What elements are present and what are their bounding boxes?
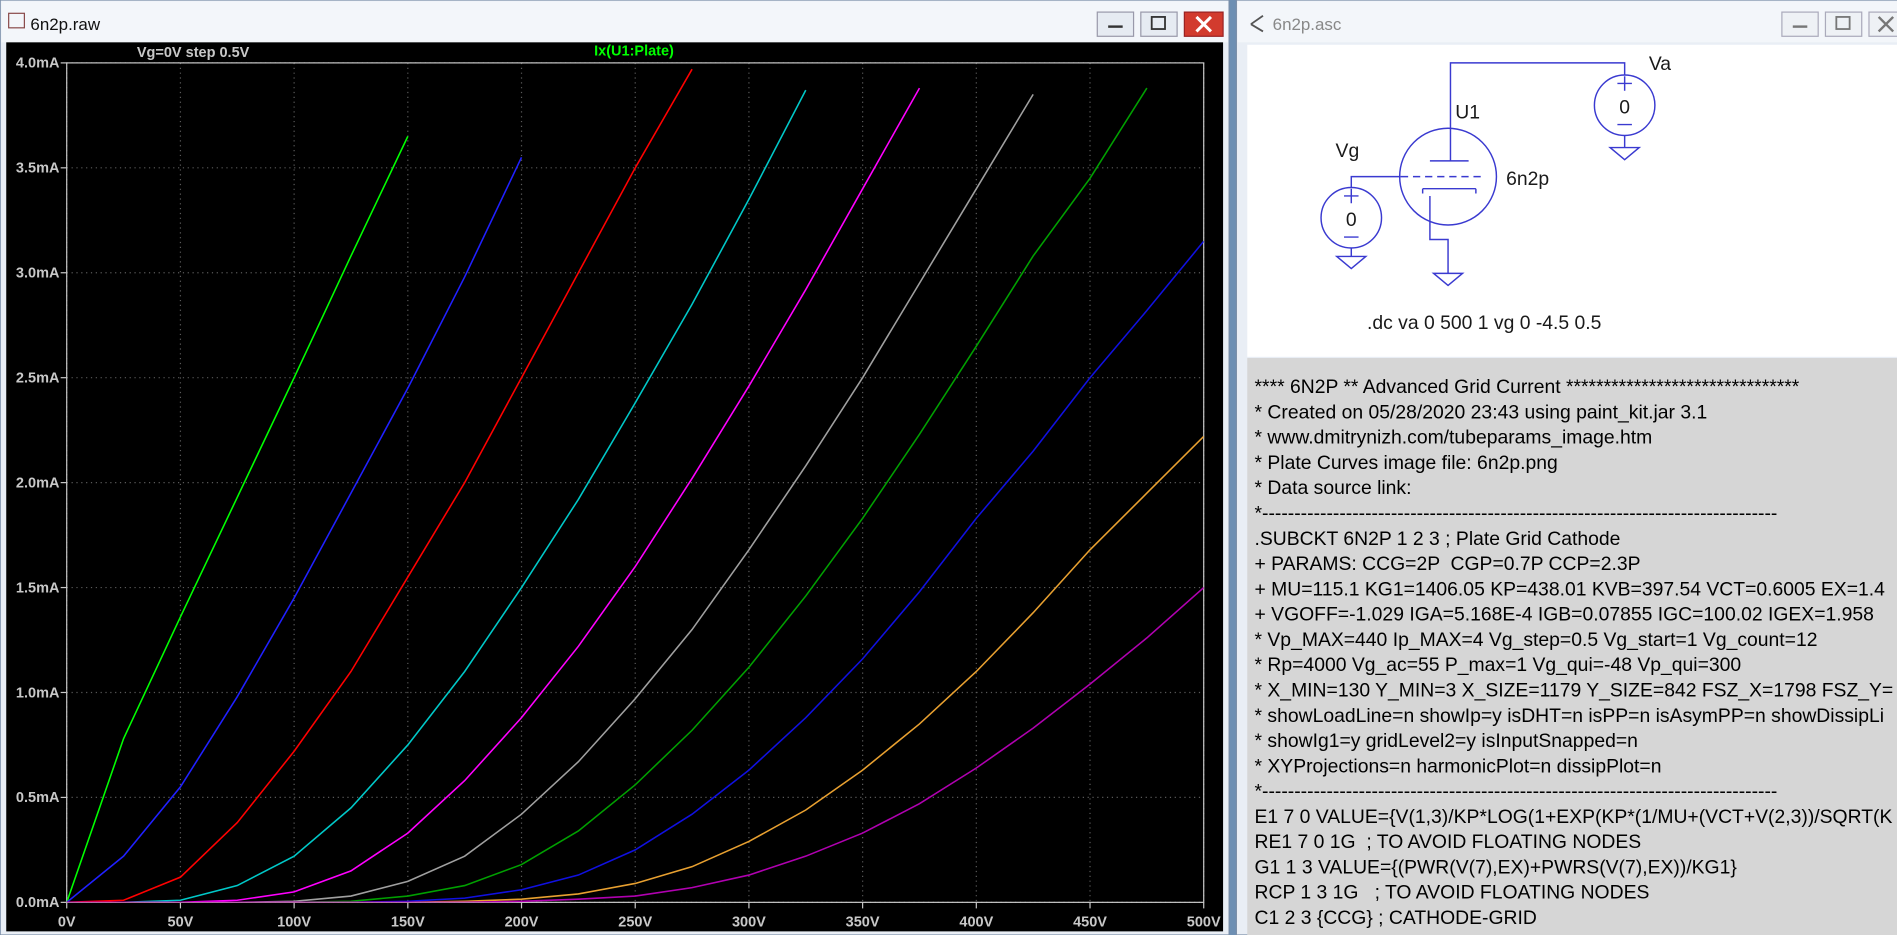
y-tick-label: 1.0mA bbox=[16, 685, 60, 701]
spice-directive[interactable]: .dc va 0 500 1 vg 0 -4.5 0.5 bbox=[1367, 312, 1601, 334]
source-label: Va bbox=[1649, 53, 1671, 75]
netlist-line: + VGOFF=-1.029 IGA=5.168E-4 IGB=0.07855 … bbox=[1255, 604, 1874, 626]
source-label: Vg bbox=[1336, 140, 1360, 162]
window-title: 6n2p.raw bbox=[30, 15, 100, 34]
x-tick-label: 200V bbox=[505, 915, 539, 931]
source-value: 0 bbox=[1346, 209, 1357, 231]
app-icon bbox=[8, 12, 25, 29]
netlist-line: * X_MIN=130 Y_MIN=3 X_SIZE=1179 Y_SIZE=8… bbox=[1255, 679, 1894, 701]
y-tick-label: 3.5mA bbox=[16, 161, 60, 177]
netlist-line: E1 7 0 VALUE={V(1,3)/KP*LOG(1+EXP(KP*(1/… bbox=[1255, 806, 1893, 828]
netlist-line: + PARAMS: CCG=2P CGP=0.7P CCP=2.3P bbox=[1255, 553, 1641, 575]
x-tick-label: 450V bbox=[1073, 915, 1107, 931]
trace bbox=[66, 586, 1204, 903]
plot: 0.0mA 0.5mA 1.0mA 1.5mA 2.0mA 2.5mA 3.0mA 3.5mA… bbox=[16, 56, 1221, 931]
maximize-button[interactable] bbox=[1140, 11, 1178, 37]
close-button[interactable] bbox=[1868, 11, 1897, 37]
netlist-line: G1 1 3 VALUE={(PWR(V(7),EX)+PWRS(V(7),EX… bbox=[1255, 856, 1738, 878]
netlist-line: RCP 1 3 1G ; TO AVOID FLOATING NODES bbox=[1255, 882, 1650, 904]
netlist-line: *---------------------------------------… bbox=[1255, 781, 1778, 803]
trace bbox=[66, 87, 921, 903]
schematic: Va 0 U1 Vg 0 6n2p .dc va 0 500 1 vg 0 -4… bbox=[1320, 53, 1671, 334]
netlist: **** 6N2P ** Advanced Grid Current *****… bbox=[1255, 376, 1894, 935]
window-title: 6n2p.asc bbox=[1273, 15, 1342, 34]
trace bbox=[66, 435, 1204, 903]
model-label: 6n2p bbox=[1506, 168, 1549, 190]
trace-title[interactable]: Ix(U1:Plate) bbox=[594, 44, 674, 60]
maximize-button[interactable] bbox=[1824, 11, 1863, 37]
schematic-area bbox=[1247, 44, 1897, 357]
trace bbox=[66, 157, 523, 903]
plot-frame bbox=[66, 62, 1205, 903]
trace bbox=[66, 68, 693, 903]
y-tick-label: 3.0mA bbox=[16, 266, 60, 282]
x-tick-label: 0V bbox=[58, 915, 76, 931]
trace bbox=[66, 87, 1148, 903]
netlist-line: **** 6N2P ** Advanced Grid Current *****… bbox=[1255, 376, 1800, 398]
y-tick-label: 4.0mA bbox=[16, 56, 60, 72]
plot-background bbox=[6, 42, 1224, 932]
y-tick-label: 2.0mA bbox=[16, 475, 60, 491]
netlist-line: * Vp_MAX=440 Ip_MAX=4 Vg_step=0.5 Vg_sta… bbox=[1255, 629, 1818, 651]
netlist-line: * showLoadLine=n showIp=y isDHT=n isPP=n… bbox=[1255, 705, 1885, 727]
trace bbox=[66, 93, 1034, 903]
step-annotation: Vg=0V step 0.5V bbox=[137, 45, 250, 61]
netlist-area bbox=[1247, 358, 1897, 935]
x-tick-label: 350V bbox=[846, 915, 880, 931]
netlist-line: * showIg1=y gridLevel2=y isInputSnapped=… bbox=[1255, 730, 1638, 752]
raw-window: 6n2p.raw Vg=0V step 0.5V Ix(U1:Plate) 0.… bbox=[0, 0, 1230, 935]
netlist-line: C1 2 3 {CCG} ; CATHODE-GRID bbox=[1255, 907, 1537, 929]
netlist-line: + MU=115.1 KG1=1406.05 KP=438.01 KVB=397… bbox=[1255, 578, 1886, 600]
x-tick-label: 150V bbox=[391, 915, 425, 931]
minimize-button[interactable] bbox=[1781, 11, 1819, 37]
traces bbox=[66, 68, 1204, 903]
netlist-line: .SUBCKT 6N2P 1 2 3 ; Plate Grid Cathode bbox=[1255, 528, 1621, 550]
minimize-button[interactable] bbox=[1096, 11, 1135, 37]
x-tick-label: 400V bbox=[959, 915, 993, 931]
x-tick-label: 100V bbox=[277, 915, 311, 931]
trace bbox=[66, 89, 807, 903]
x-tick-label: 300V bbox=[732, 915, 766, 931]
y-tick-label: 2.5mA bbox=[16, 371, 60, 387]
netlist-line: * www.dmitrynizh.com/tubeparams_image.ht… bbox=[1255, 427, 1653, 449]
x-tick-label: 50V bbox=[168, 915, 194, 931]
component-label: U1 bbox=[1455, 102, 1480, 124]
netlist-line: * Rp=4000 Vg_ac=55 P_max=1 Vg_qui=-48 Vp… bbox=[1255, 654, 1742, 676]
trace bbox=[66, 240, 1204, 903]
source-value: 0 bbox=[1619, 97, 1630, 119]
asc-window: 6n2p.asc Va 0 U1 Vg 0 6n2p .dc va 0 500 … bbox=[1235, 0, 1897, 935]
netlist-line: C2 2 1 {CGP} ; GRID=PLATE bbox=[1255, 932, 1508, 935]
trace bbox=[66, 136, 409, 903]
x-tick-label: 250V bbox=[618, 915, 652, 931]
x-tick-label: 500V bbox=[1187, 915, 1221, 931]
y-tick-label: 0.5mA bbox=[16, 790, 60, 806]
y-tick-label: 1.5mA bbox=[16, 580, 60, 596]
y-tick-label: 0.0mA bbox=[16, 895, 60, 911]
netlist-line: * Data source link: bbox=[1255, 477, 1412, 499]
netlist-line: * Created on 05/28/2020 23:43 using pain… bbox=[1255, 401, 1708, 423]
netlist-line: * Plate Curves image file: 6n2p.png bbox=[1255, 452, 1558, 474]
netlist-line: * XYProjections=n harmonicPlot=n dissipP… bbox=[1255, 755, 1662, 777]
netlist-line: RE1 7 0 1G ; TO AVOID FLOATING NODES bbox=[1255, 831, 1642, 853]
netlist-line: *---------------------------------------… bbox=[1255, 503, 1778, 525]
